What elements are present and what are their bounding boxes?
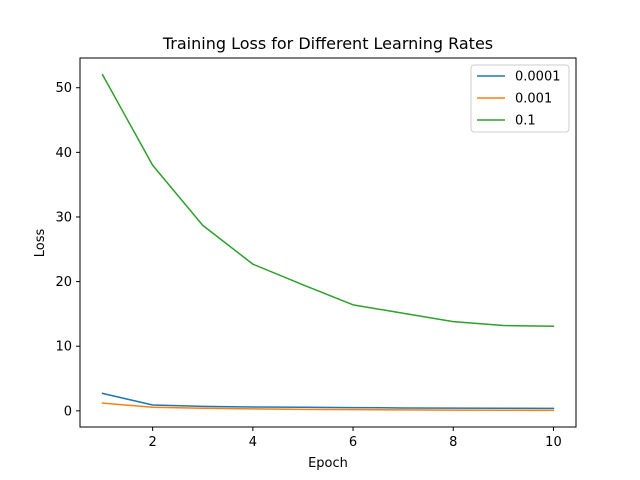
legend-box (470, 64, 570, 133)
y-tick-label: 50 (55, 81, 72, 96)
chart-title: Training Loss for Different Learning Rat… (162, 34, 493, 53)
legend: 0.0001 0.001 0.1 (470, 64, 570, 133)
x-tick-label: 6 (349, 435, 357, 450)
y-tick-label: 10 (55, 340, 72, 355)
y-axis-label: Loss (33, 229, 48, 258)
legend-label: 0.0001 (515, 70, 561, 85)
series-line-0.001 (101, 402, 555, 412)
x-tick-label: 8 (449, 435, 457, 450)
legend-label: 0.001 (515, 92, 552, 107)
x-tick-label: 2 (149, 435, 157, 450)
x-axis-label: Epoch (308, 456, 348, 471)
y-tick-label: 20 (55, 275, 72, 290)
series-line-0.1 (101, 73, 555, 327)
x-tick-label: 10 (545, 435, 562, 450)
series-line-0.0001 (101, 392, 555, 410)
x-axis-ticks: 2 4 6 8 10 (149, 427, 562, 450)
legend-label: 0.1 (515, 114, 536, 129)
y-tick-label: 30 (55, 210, 72, 225)
y-tick-label: 0 (64, 404, 72, 419)
y-axis-ticks: 0 10 20 30 40 50 (55, 81, 80, 419)
x-tick-label: 4 (249, 435, 257, 450)
y-tick-label: 40 (55, 146, 72, 161)
plot-frame (79, 57, 577, 428)
series-layer (101, 73, 555, 412)
